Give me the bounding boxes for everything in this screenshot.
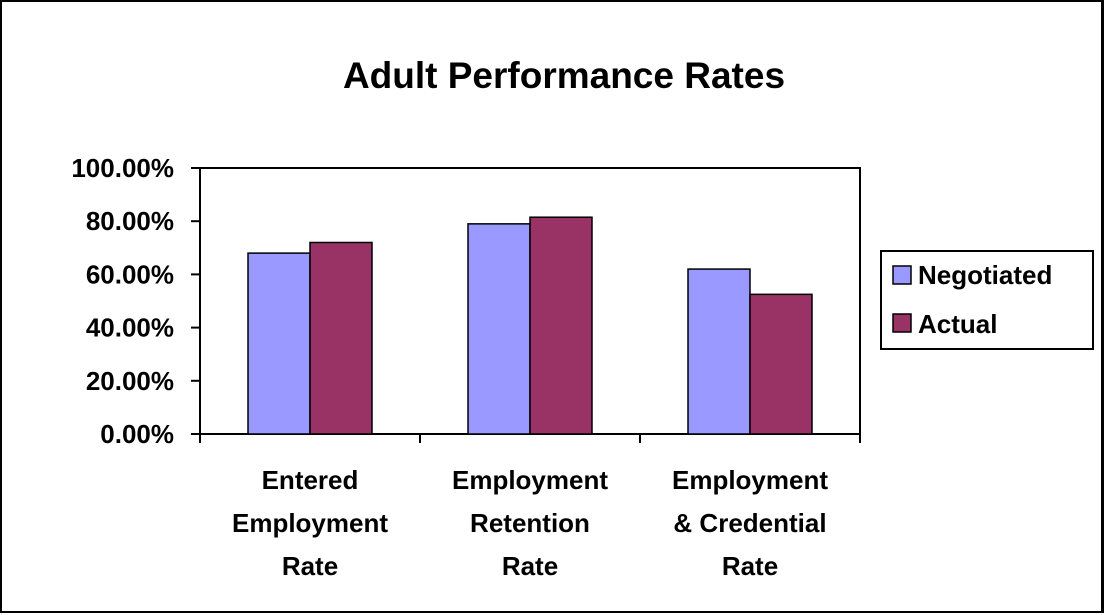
y-tick-label: 80.00% — [86, 206, 174, 236]
x-category-label: Retention — [470, 508, 590, 538]
y-tick-label: 100.00% — [71, 153, 174, 183]
bar-negotiated-1 — [467, 223, 531, 435]
category-labels: Entered Employment Rate Employment Retention… — [232, 465, 828, 581]
x-category-label: Rate — [502, 551, 558, 581]
y-tick-label: 20.00% — [86, 366, 174, 396]
bar-negotiated-2 — [687, 268, 751, 435]
legend-label-actual: Actual — [918, 309, 997, 339]
legend-swatch-actual — [892, 313, 912, 333]
x-category-label: Rate — [722, 551, 778, 581]
x-category-label: Rate — [282, 551, 338, 581]
legend-box — [880, 250, 1094, 350]
legend: Negotiated Actual — [880, 250, 1094, 350]
x-category-label: & Credential — [673, 508, 826, 538]
bars — [247, 216, 813, 435]
x-category-label: Employment — [232, 508, 388, 538]
y-tick-label: 60.00% — [86, 259, 174, 289]
bar-actual-2 — [749, 293, 813, 435]
bar-actual-0 — [309, 241, 373, 435]
bar-actual-1 — [529, 216, 593, 435]
chart-title: Adult Performance Rates — [343, 55, 785, 96]
y-tick-label: 40.00% — [86, 313, 174, 343]
x-category-label: Employment — [452, 465, 608, 495]
y-tick-label: 0.00% — [100, 419, 174, 449]
bar-negotiated-0 — [247, 252, 311, 435]
y-axis: 0.00% 20.00% 40.00% 60.00% 80.00% 100.00% — [71, 153, 200, 449]
legend-label-negotiated: Negotiated — [918, 260, 1052, 290]
x-category-label: Entered — [262, 465, 359, 495]
x-category-label: Employment — [672, 465, 828, 495]
legend-swatch-negotiated — [892, 265, 912, 285]
x-axis — [199, 434, 861, 443]
